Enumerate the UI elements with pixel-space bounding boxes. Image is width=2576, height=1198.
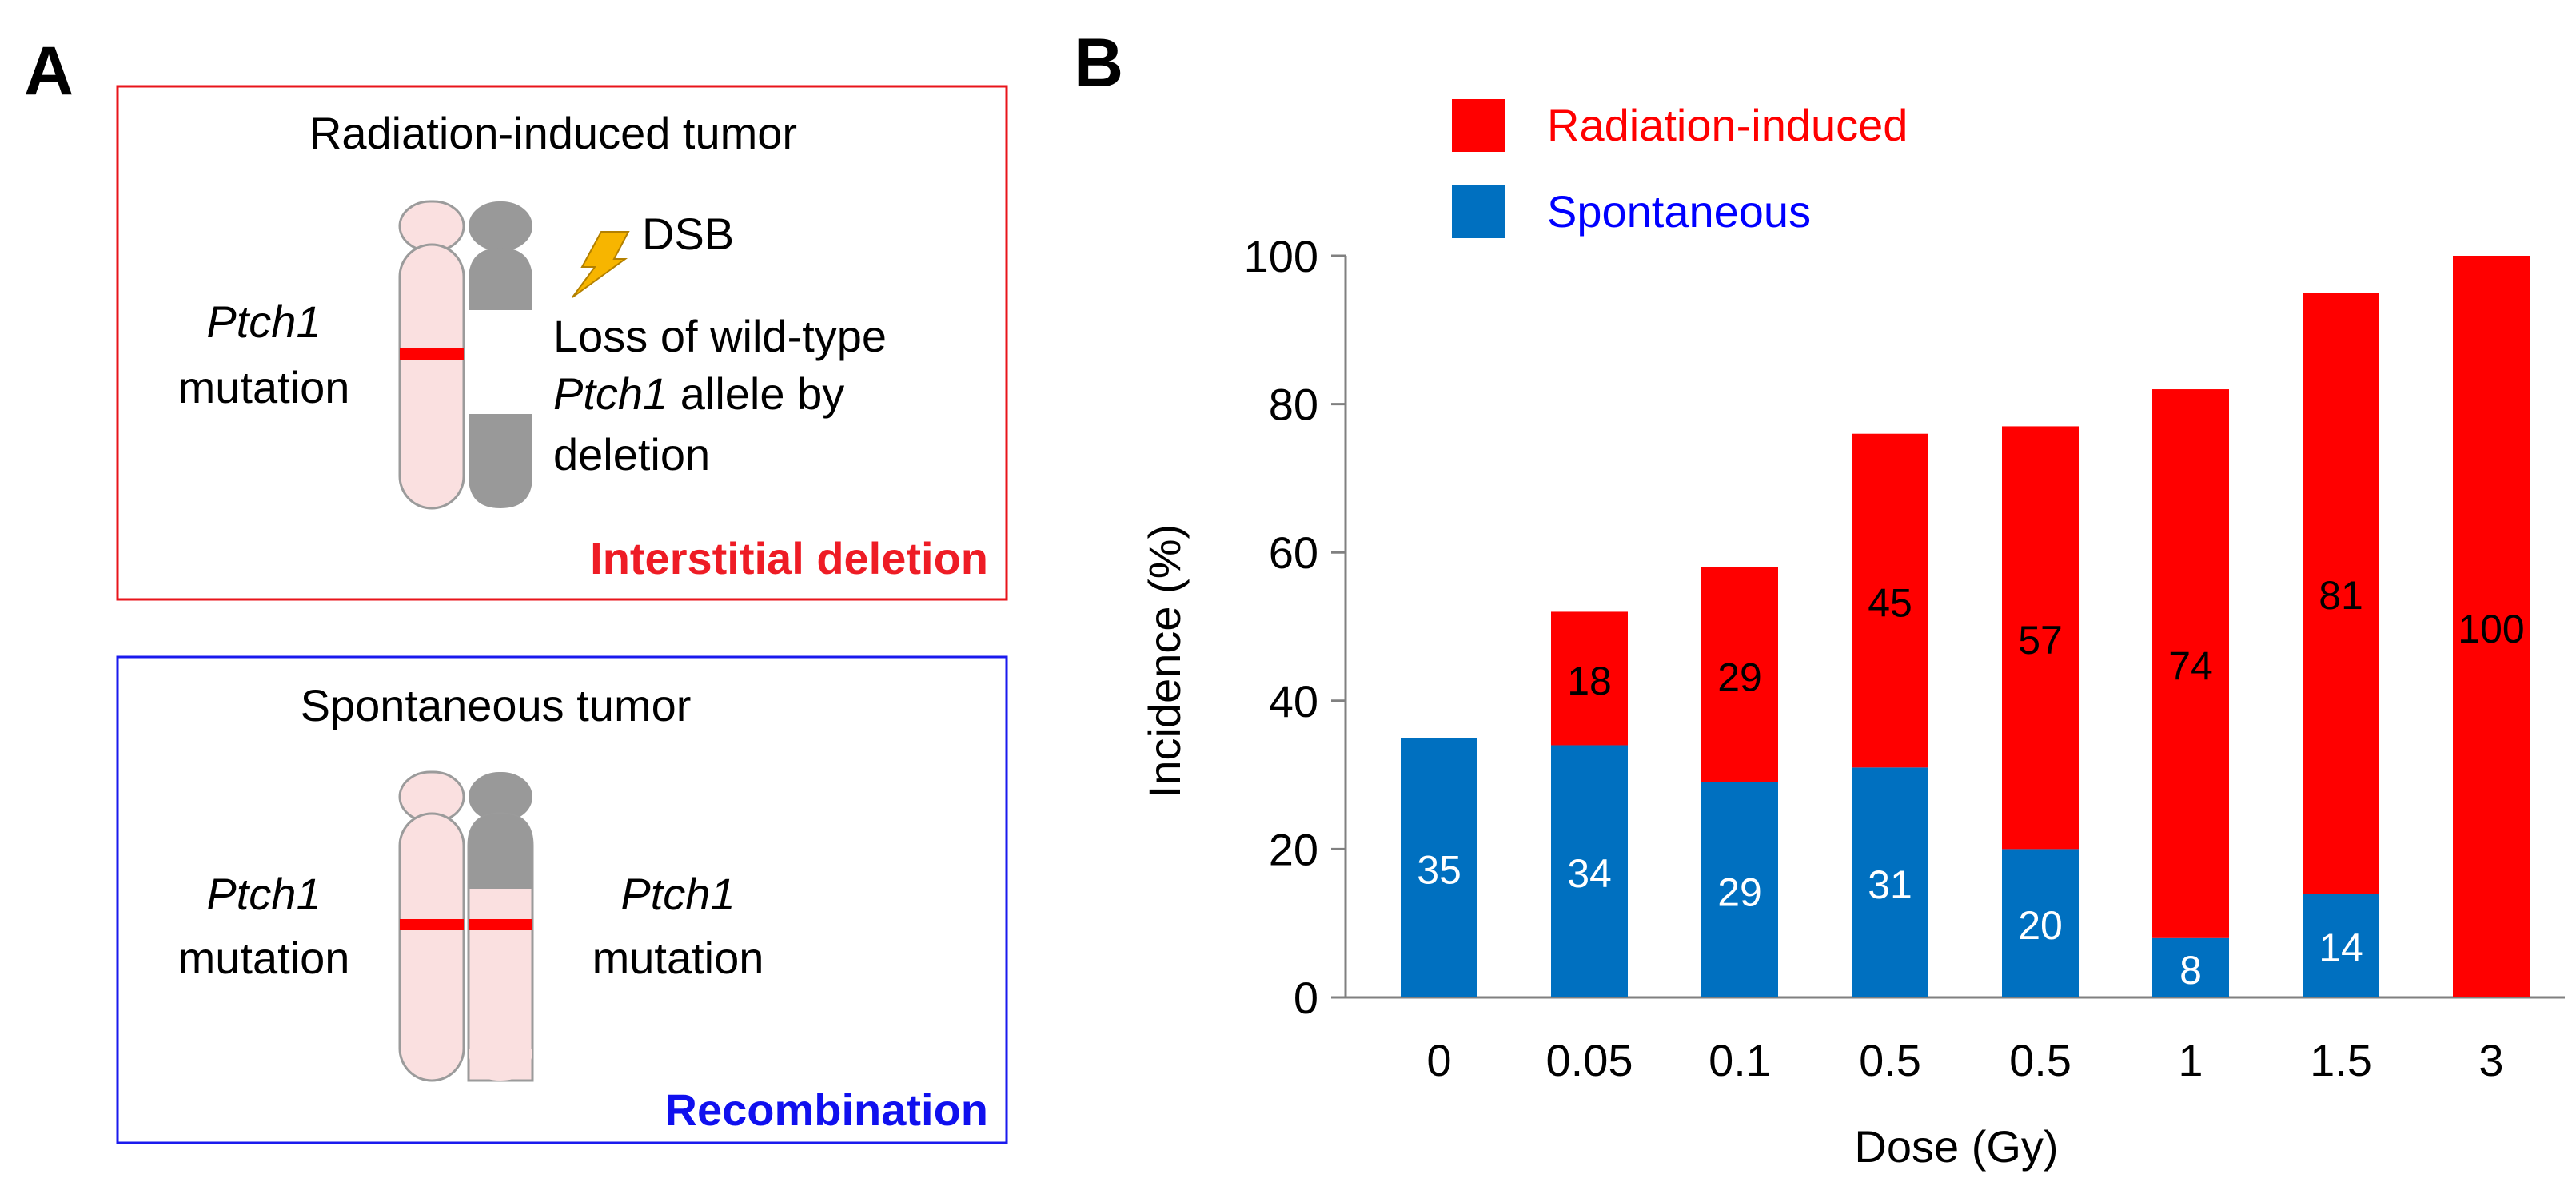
bar-data-label: 8 bbox=[2179, 948, 2202, 993]
loss-gene: Ptch1 bbox=[553, 368, 668, 419]
bar-spontaneous bbox=[2152, 937, 2229, 997]
bar-data-label: 34 bbox=[1567, 851, 1612, 896]
radiation-box-border bbox=[116, 85, 1008, 601]
bar-data-label: 74 bbox=[2168, 643, 2213, 688]
bar-data-label: 29 bbox=[1717, 655, 1762, 699]
y-tick-label: 20 bbox=[1269, 824, 1318, 874]
dsb-label: DSB bbox=[642, 209, 734, 259]
bar-data-label: 31 bbox=[1868, 862, 1912, 907]
bar-data-label: 20 bbox=[2018, 903, 2063, 948]
bar-data-label: 14 bbox=[2319, 925, 2363, 970]
x-tick-label: 0.5 bbox=[1859, 1035, 1921, 1085]
bar-spontaneous bbox=[1701, 782, 1778, 997]
interstitial-deletion-label: Interstitial deletion bbox=[590, 533, 988, 583]
panel-a: A Radiation-induced tumor Ptch1 mutation… bbox=[24, 33, 1008, 1144]
bar-radiation-induced bbox=[2303, 293, 2379, 894]
gray-chromosome-deleted bbox=[469, 201, 532, 508]
chart-bars: 35 34 18 29 29 31 45 20 57 8 74 14 81 100 bbox=[1401, 256, 2530, 997]
bar-spontaneous bbox=[1852, 767, 1928, 997]
legend-swatch bbox=[1452, 99, 1505, 152]
panel-a-label: A bbox=[24, 33, 74, 109]
x-tick-label: 0.1 bbox=[1709, 1035, 1771, 1085]
spontaneous-box-border bbox=[116, 655, 1008, 1144]
bar-radiation-induced bbox=[2002, 426, 2079, 850]
recombined-chromosome bbox=[467, 772, 534, 1082]
bar-radiation-induced bbox=[1852, 433, 1928, 768]
bar-spontaneous bbox=[1401, 738, 1477, 997]
x-tick-label: 0.5 bbox=[2009, 1035, 2072, 1085]
bar-radiation-induced bbox=[1701, 567, 1778, 782]
y-tick-label: 60 bbox=[1269, 527, 1318, 578]
y-axis-label: Incidence (%) bbox=[1139, 524, 1190, 798]
recombination-label: Recombination bbox=[665, 1085, 988, 1135]
bar-data-label: 81 bbox=[2319, 573, 2363, 618]
bar-radiation-induced bbox=[2152, 389, 2229, 938]
legend-swatch bbox=[1452, 185, 1505, 238]
pink-chromosome-bottom bbox=[398, 770, 465, 1082]
panel-b-label: B bbox=[1074, 25, 1123, 101]
x-tick-label: 0.05 bbox=[1546, 1035, 1633, 1085]
x-ticks: 0 0.05 0.1 0.5 0.5 1 1.5 3 bbox=[1426, 1035, 2503, 1085]
spontaneous-box: Spontaneous tumor Ptch1 mutation Ptch1 m… bbox=[116, 655, 1008, 1144]
bar-data-label: 18 bbox=[1567, 659, 1612, 703]
spontaneous-box-title: Spontaneous tumor bbox=[301, 680, 692, 730]
loss-text-line2: Ptch1 allele by bbox=[553, 368, 844, 419]
y-tick-label: 100 bbox=[1244, 231, 1318, 281]
spontaneous-gene-right: Ptch1 bbox=[620, 869, 735, 919]
radiation-mutation-label: mutation bbox=[178, 362, 350, 412]
loss-text-line1: Loss of wild-type bbox=[553, 311, 887, 361]
y-tick-label: 40 bbox=[1269, 676, 1318, 726]
x-tick-label: 3 bbox=[2478, 1035, 2503, 1085]
bar-radiation-induced bbox=[1551, 611, 1628, 746]
bar-data-label: 45 bbox=[1868, 581, 1912, 626]
ptch1-mutation-mark-right bbox=[469, 919, 532, 930]
bar-radiation-induced bbox=[2453, 256, 2530, 997]
legend-label: Spontaneous bbox=[1547, 186, 1811, 237]
bar-data-label: 35 bbox=[1417, 848, 1461, 893]
bar-data-label: 57 bbox=[2018, 618, 2063, 663]
radiation-box-title: Radiation-induced tumor bbox=[309, 108, 797, 158]
ptch1-mutation-mark-left bbox=[400, 919, 464, 930]
radiation-induced-box: Radiation-induced tumor Ptch1 mutation D… bbox=[116, 85, 1008, 601]
x-axis-label: Dose (Gy) bbox=[1854, 1121, 2058, 1172]
bar-data-label: 29 bbox=[1717, 870, 1762, 914]
y-tick-label: 80 bbox=[1269, 380, 1318, 430]
x-tick-label: 1 bbox=[2178, 1035, 2203, 1085]
spontaneous-mutation-right: mutation bbox=[592, 933, 764, 983]
lightning-bolt-icon bbox=[572, 231, 630, 298]
chart-legend: Radiation-induced Spontaneous bbox=[1452, 99, 1908, 238]
loss-text-line3: deletion bbox=[553, 429, 710, 480]
x-tick-label: 1.5 bbox=[2310, 1035, 2372, 1085]
spontaneous-mutation-left: mutation bbox=[178, 933, 350, 983]
bar-spontaneous bbox=[1551, 745, 1628, 997]
panel-b: B Radiation-induced Spontaneous Incidence… bbox=[1074, 25, 2565, 1172]
legend-label: Radiation-induced bbox=[1547, 100, 1908, 150]
radiation-gene-label: Ptch1 bbox=[206, 297, 321, 347]
chart-axes bbox=[1344, 256, 2565, 999]
spontaneous-gene-left: Ptch1 bbox=[206, 869, 321, 919]
ptch1-mutation-mark bbox=[400, 348, 464, 360]
x-tick-label: 0 bbox=[1426, 1035, 1451, 1085]
bar-spontaneous bbox=[2002, 849, 2079, 997]
loss-rest: allele by bbox=[668, 368, 844, 419]
y-ticks: 0 20 40 60 80 100 bbox=[1244, 231, 1346, 1023]
bar-spontaneous bbox=[2303, 894, 2379, 997]
y-tick-label: 0 bbox=[1294, 973, 1318, 1023]
pink-chromosome bbox=[398, 200, 465, 510]
bar-data-label: 100 bbox=[2458, 607, 2524, 651]
